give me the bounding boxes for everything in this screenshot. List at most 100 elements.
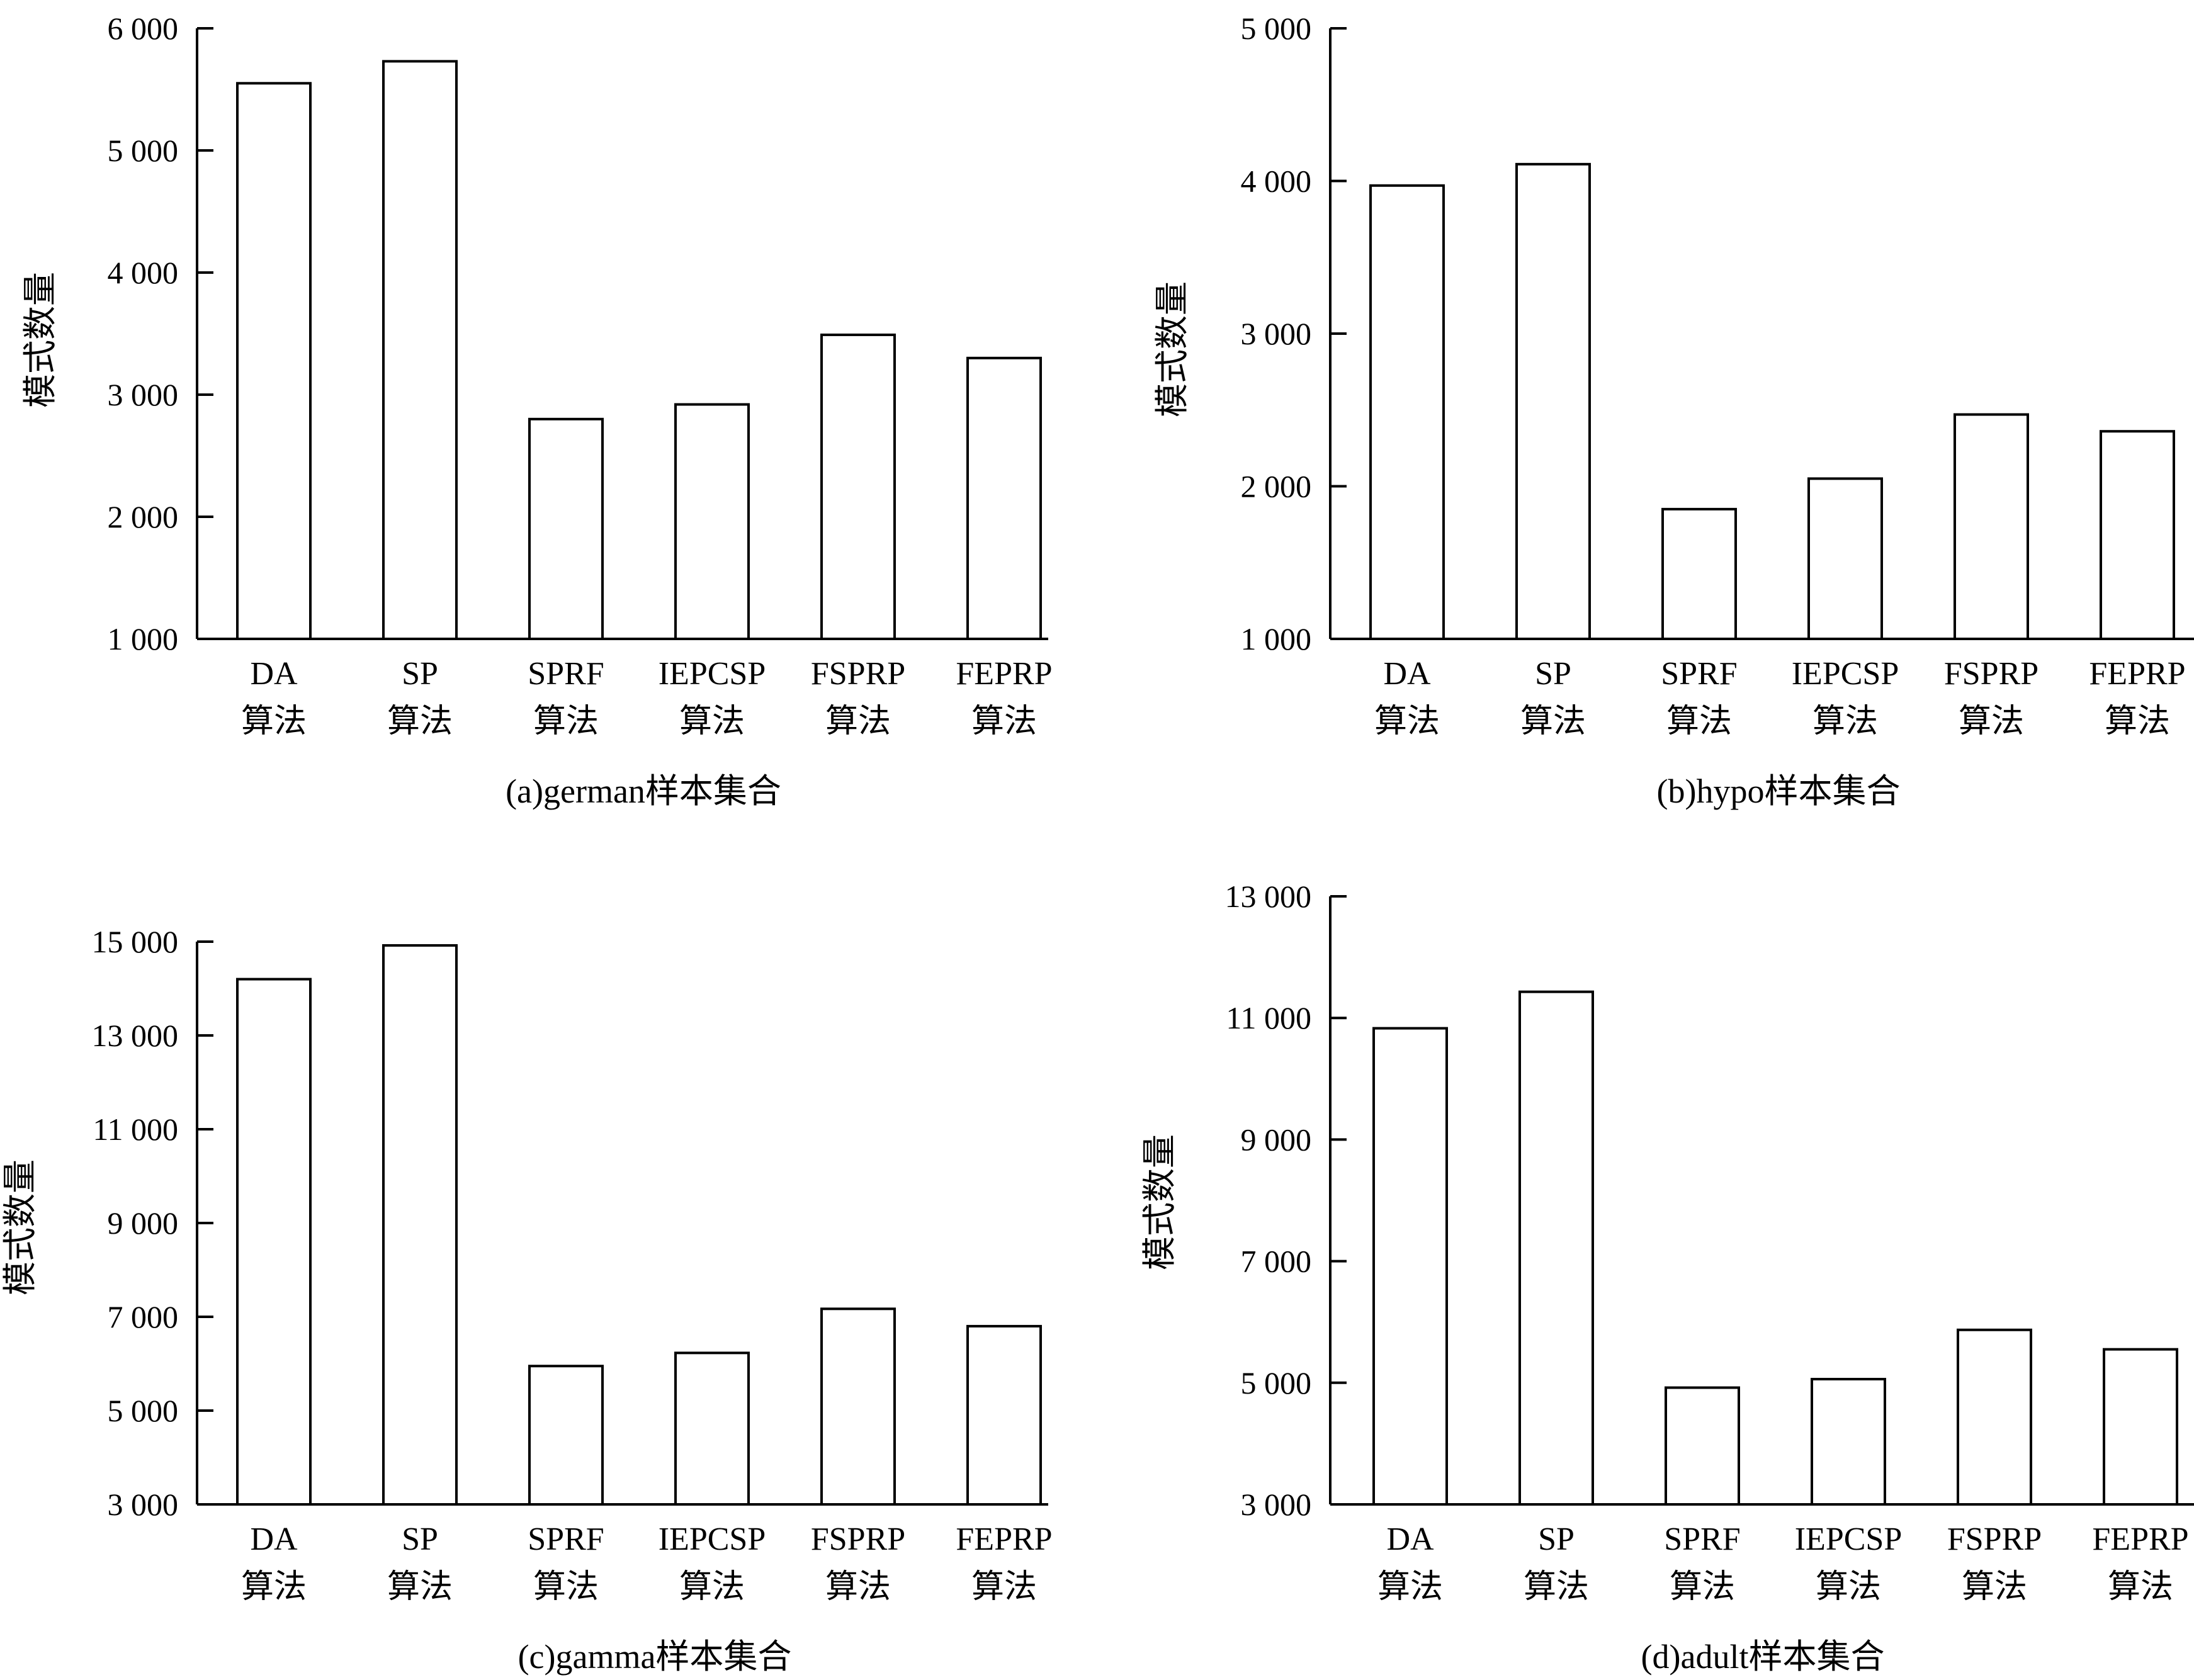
chart-a-y-tick-label: 4 000 xyxy=(108,255,179,290)
chart-d-x-tick-label: SP xyxy=(1538,1521,1575,1557)
chart-b-y-axis-label: 模式数量 xyxy=(1153,281,1191,417)
chart-c-y-tick-label: 9 000 xyxy=(108,1205,179,1241)
chart-c-bar xyxy=(820,1307,896,1506)
chart-a-bar xyxy=(528,417,604,640)
chart-d-x-tick-label: SPRF xyxy=(1664,1521,1740,1557)
chart-c-bar xyxy=(674,1351,750,1506)
chart-c-y-tick-label: 5 000 xyxy=(108,1393,179,1428)
chart-d-y-tick-label: 11 000 xyxy=(1226,1000,1311,1035)
chart-d-labels: 3 000 5 000 7 000 9 000 11 000 13 000 DA 算法 SP 算法… xyxy=(1225,879,2189,1605)
chart-a-x-tick-sublabel: 算法 xyxy=(387,704,453,740)
chart-a-x-tick-label: SPRF xyxy=(528,656,604,692)
chart-c-x-tick-label: FEPRP xyxy=(956,1521,1052,1557)
chart-a-x-tick-sublabel: 算法 xyxy=(971,704,1037,740)
chart-c-bar xyxy=(966,1324,1042,1506)
chart-b-bar xyxy=(1954,413,2029,641)
chart-b-y-tick-label: 2 000 xyxy=(1241,469,1312,504)
chart-d-bar xyxy=(1811,1378,1886,1506)
chart-b-caption: (b)hypo样本集合 xyxy=(1657,772,1901,810)
chart-c-x-tick-sublabel: 算法 xyxy=(387,1569,453,1605)
chart-a-caption: (a)german样本集合 xyxy=(506,772,781,810)
chart-b-y-tick-label: 4 000 xyxy=(1241,164,1312,199)
chart-b-x-tick-sublabel: 算法 xyxy=(1374,704,1440,740)
chart-d-x-tick-sublabel: 算法 xyxy=(1816,1569,1881,1605)
chart-c-x-tick-label: FSPRP xyxy=(811,1521,905,1557)
chart-d-x-tick-sublabel: 算法 xyxy=(1670,1569,1735,1605)
chart-b-axes xyxy=(1329,27,2194,640)
chart-b-x-tick-sublabel: 算法 xyxy=(1520,704,1586,740)
chart-b-bars xyxy=(1369,162,2175,641)
chart-c-x-tick-label: SP xyxy=(402,1521,438,1557)
chart-d-y-tick-label: 7 000 xyxy=(1241,1244,1312,1279)
chart-c-y-tick-label: 13 000 xyxy=(92,1018,179,1053)
chart-a-y-axis-label: 模式数量 xyxy=(21,272,59,408)
chart-d-y-tick-label: 5 000 xyxy=(1241,1365,1312,1401)
chart-d-bar xyxy=(2103,1348,2178,1506)
chart-b-bar xyxy=(2100,430,2175,640)
chart-b-x-tick-label: IEPCSP xyxy=(1792,656,1899,692)
chart-a-x-tick-label: FSPRP xyxy=(811,656,905,692)
chart-b-bar xyxy=(1807,477,1883,640)
chart-b-y-tick-label: 5 000 xyxy=(1241,11,1312,46)
chart-c-bar xyxy=(528,1365,604,1506)
chart-b-bar xyxy=(1369,184,1445,640)
chart-d-bar xyxy=(1665,1386,1740,1506)
chart-a-x-tick-label: FEPRP xyxy=(956,656,1052,692)
chart-c-y-tick-label: 3 000 xyxy=(108,1487,179,1522)
chart-d-y-tick-label: 3 000 xyxy=(1241,1487,1312,1522)
chart-d-x-tick-sublabel: 算法 xyxy=(2108,1569,2173,1605)
chart-c-y-tick-label: 7 000 xyxy=(108,1299,179,1334)
chart-c-y-tick-label: 11 000 xyxy=(93,1112,178,1147)
chart-c-x-tick-sublabel: 算法 xyxy=(679,1569,745,1605)
chart-c-x-tick-sublabel: 算法 xyxy=(825,1569,891,1605)
chart-c-axes xyxy=(196,940,1048,1506)
chart-a-labels: 1 000 2 000 3 000 4 000 5 000 6 000 DA 算法 SP 算法 SP… xyxy=(108,11,1053,740)
chart-d-axes xyxy=(1329,895,2194,1506)
chart-panel-c: 模式数量 3 000 5 000 7 000 9 000 11 000 13 000 15 … xyxy=(1,924,1053,1676)
chart-b-x-tick-label: SPRF xyxy=(1661,656,1737,692)
chart-d-bar xyxy=(1372,1027,1448,1506)
chart-d-bar xyxy=(1957,1328,2032,1506)
chart-panel-a: 模式数量 1 000 2 000 3 000 4 000 5 000 6 000 DA 算法 S… xyxy=(21,11,1053,810)
chart-a-x-tick-sublabel: 算法 xyxy=(825,704,891,740)
chart-a-y-tick-label: 6 000 xyxy=(108,11,179,46)
chart-a-bars xyxy=(236,60,1042,641)
chart-d-x-tick-sublabel: 算法 xyxy=(1962,1569,2027,1605)
chart-c-x-tick-sublabel: 算法 xyxy=(241,1569,307,1605)
chart-d-x-tick-label: IEPCSP xyxy=(1795,1521,1903,1557)
chart-d-x-tick-sublabel: 算法 xyxy=(1524,1569,1589,1605)
chart-a-y-tick-label: 2 000 xyxy=(108,499,179,534)
chart-b-x-tick-label: FSPRP xyxy=(1944,656,2038,692)
chart-a-bar xyxy=(966,356,1042,640)
chart-d-y-tick-label: 9 000 xyxy=(1241,1122,1312,1157)
chart-a-x-tick-label: DA xyxy=(250,656,298,692)
chart-a-y-tick-label: 1 000 xyxy=(108,621,179,657)
chart-c-x-tick-label: DA xyxy=(250,1521,298,1557)
chart-d-x-tick-label: FEPRP xyxy=(2092,1521,2188,1557)
chart-a-y-tick-label: 3 000 xyxy=(108,377,179,412)
chart-b-x-tick-sublabel: 算法 xyxy=(1812,704,1878,740)
chart-a-axes xyxy=(196,27,1048,640)
chart-a-bar xyxy=(382,60,458,640)
chart-d-y-tick-label: 13 000 xyxy=(1225,879,1312,914)
chart-c-y-tick-label: 15 000 xyxy=(92,924,179,959)
chart-d-y-axis-label: 模式数量 xyxy=(1141,1134,1179,1270)
chart-d-x-tick-sublabel: 算法 xyxy=(1377,1569,1443,1605)
chart-a-x-tick-sublabel: 算法 xyxy=(533,704,599,740)
chart-b-y-tick-label: 1 000 xyxy=(1241,621,1312,657)
chart-a-bar xyxy=(820,333,896,640)
chart-b-y-tick-label: 3 000 xyxy=(1241,316,1312,351)
chart-b-x-tick-label: SP xyxy=(1535,656,1571,692)
chart-d-caption: (d)adult样本集合 xyxy=(1641,1638,1885,1676)
chart-a-y-tick-label: 5 000 xyxy=(108,133,179,168)
chart-panel-d: 模式数量 3 000 5 000 7 000 9 000 11 000 13 000 DA 算… xyxy=(1141,879,2194,1676)
chart-b-bar xyxy=(1515,162,1591,640)
chart-a-bar xyxy=(236,82,312,641)
chart-d-bar xyxy=(1518,990,1594,1506)
chart-b-x-tick-sublabel: 算法 xyxy=(1959,704,2024,740)
chart-b-x-tick-label: DA xyxy=(1383,656,1431,692)
chart-d-bars xyxy=(1372,990,2178,1506)
chart-c-caption: (c)gamma样本集合 xyxy=(518,1638,792,1676)
chart-c-y-axis-label: 模式数量 xyxy=(1,1159,39,1295)
